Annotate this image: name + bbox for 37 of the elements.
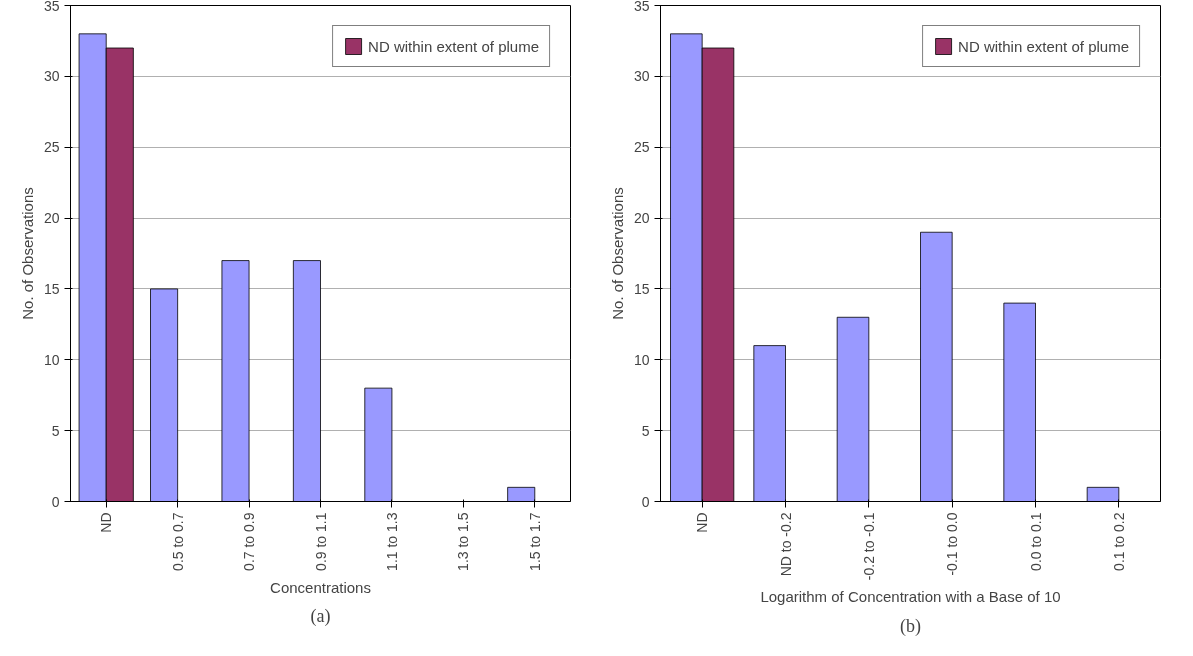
y-tick-label: 15 — [43, 280, 60, 297]
x-axis-title: Concentrations — [270, 578, 371, 596]
x-tick-label: 0.9 to 1.1 — [312, 512, 329, 571]
y-tick-label: 30 — [43, 68, 60, 85]
y-tick-label: 10 — [633, 351, 650, 368]
y-tick-label: 0 — [51, 493, 60, 510]
x-tick-label: ND — [694, 512, 711, 533]
x-tick-label: 0.5 to 0.7 — [169, 512, 186, 571]
legend-label: ND within extent of plume — [368, 37, 539, 55]
x-tick-label: 1.1 to 1.3 — [383, 512, 400, 571]
y-tick-label: 35 — [633, 0, 650, 14]
text: (b) — [900, 615, 922, 637]
y-tick-label: 10 — [43, 351, 60, 368]
y-tick-label: 0 — [641, 493, 650, 510]
x-tick-label: 0.0 to 0.1 — [1027, 512, 1044, 571]
legend-label: ND within extent of plume — [958, 37, 1129, 55]
y-tick-label: 20 — [633, 210, 650, 227]
x-tick-label: ND — [98, 512, 115, 533]
y-tick-label: 5 — [51, 422, 60, 439]
y-tick-label: 25 — [633, 139, 650, 156]
x-tick-label: 1.3 to 1.5 — [455, 512, 472, 571]
y-axis-title: No. of Observations — [608, 187, 626, 320]
x-tick-label: ND to -0.2 — [777, 512, 794, 577]
x-axis-title: Logarithm of Concentration with a Base of 10 — [760, 588, 1061, 606]
y-tick-label: 5 — [641, 422, 650, 439]
x-tick-label: -0.1 to 0.0 — [944, 512, 961, 576]
y-tick-label: 30 — [633, 68, 650, 85]
x-tick-label: 0.1 to 0.2 — [1110, 512, 1127, 571]
y-tick-label: 20 — [43, 210, 60, 227]
x-tick-label: 1.5 to 1.7 — [526, 512, 543, 571]
y-axis-title: No. of Observations — [18, 187, 36, 320]
y-tick-label: 25 — [43, 139, 60, 156]
text: (a) — [310, 605, 331, 627]
y-tick-label: 15 — [633, 280, 650, 297]
y-tick-label: 35 — [43, 0, 60, 14]
x-tick-label: 0.7 to 0.9 — [241, 512, 258, 571]
x-tick-label: -0.2 to -0.1 — [860, 512, 877, 581]
